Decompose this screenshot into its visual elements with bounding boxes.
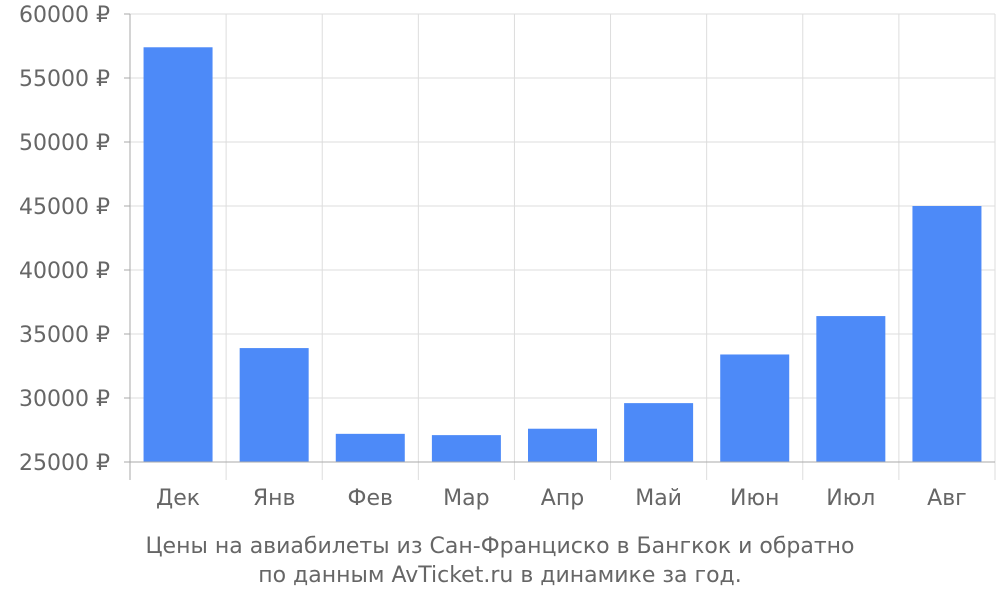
x-tick-label: Фев	[348, 486, 393, 511]
y-tick-label: 55000 ₽	[19, 67, 110, 92]
y-tick-label: 50000 ₽	[19, 131, 110, 156]
y-tick-label: 40000 ₽	[19, 259, 110, 284]
x-tick-label: Авг	[927, 486, 967, 511]
chart-caption-line-2: по данным AvTicket.ru в динамике за год.	[258, 563, 742, 588]
bar-3	[431, 435, 501, 462]
bar-7	[816, 316, 886, 462]
x-tick-label: Мар	[443, 486, 489, 511]
bar-4	[528, 428, 597, 462]
chart-caption-line-1: Цены на авиабилеты из Сан-Франциско в Ба…	[145, 534, 855, 559]
bar-5	[624, 403, 694, 462]
y-tick-label: 45000 ₽	[19, 195, 110, 220]
x-tick-label: Дек	[156, 486, 200, 511]
x-tick-label: Май	[635, 486, 682, 511]
bar-0	[143, 47, 213, 462]
y-tick-label: 35000 ₽	[19, 323, 110, 348]
y-tick-label: 60000 ₽	[19, 3, 110, 28]
bar-8	[912, 206, 982, 462]
y-tick-label: 25000 ₽	[19, 451, 110, 476]
x-tick-label: Апр	[541, 486, 584, 511]
x-tick-label: Янв	[253, 486, 296, 511]
x-tick-label: Июн	[730, 486, 779, 511]
x-tick-label: Июл	[826, 486, 875, 511]
bar-6	[720, 354, 790, 462]
y-tick-label: 30000 ₽	[19, 387, 110, 412]
bar-2	[335, 433, 405, 462]
bar-chart: 25000 ₽ 30000 ₽ 35000 ₽ 40000 ₽ 45000 ₽ 50000…	[19, 3, 996, 511]
bar-1	[239, 348, 309, 462]
